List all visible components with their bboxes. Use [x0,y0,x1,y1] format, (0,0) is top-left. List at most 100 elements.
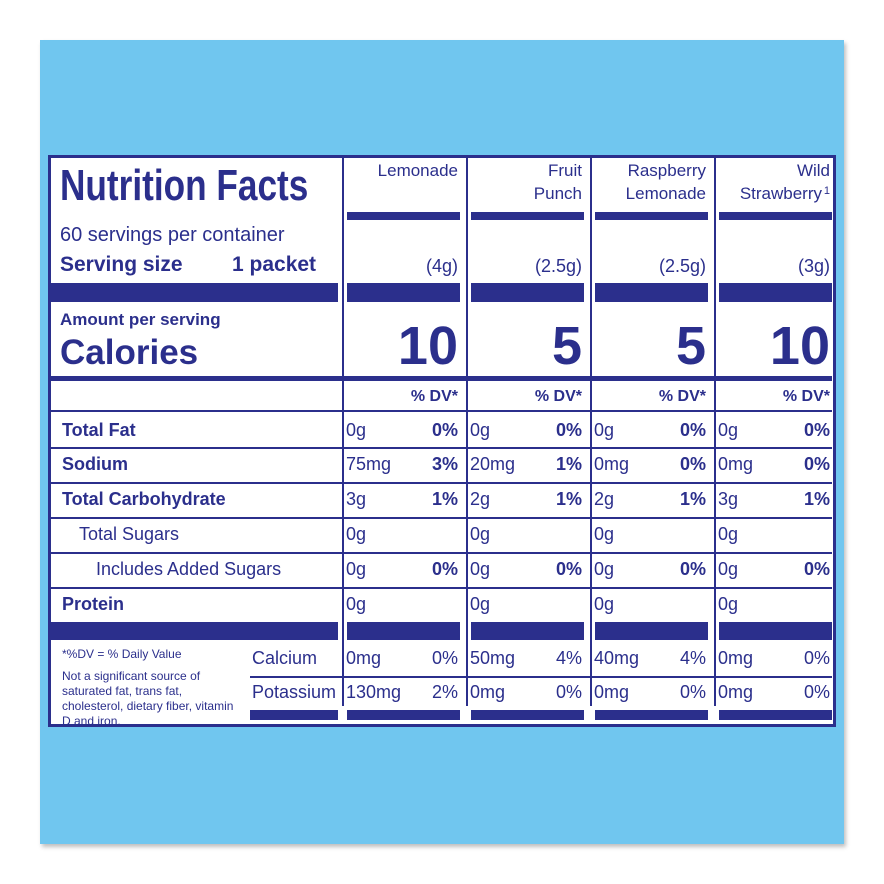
mineral-dv: 0% [431,647,458,668]
nutrient-amount: 0g [718,419,739,440]
footnote: Not a significant source of saturated fa… [62,668,234,728]
nutrient-amount: 0g [470,523,491,544]
mineral-amount: 40mg [594,647,640,668]
label-title: Nutrition Facts [60,160,309,210]
nutrient-amount: 0g [346,593,367,614]
mineral-dv: 0% [803,647,830,668]
nutrient-amount: 0g [594,593,615,614]
nutrient-dv: 0% [803,558,830,579]
header-bar [471,212,584,220]
thick-rule [347,283,460,302]
nutrient-dv: 1% [803,488,830,509]
calories-value: 5 [675,315,706,376]
mineral-amount: 0mg [718,681,754,702]
calories-value: 5 [551,315,582,376]
thin-rule [51,552,832,554]
nutrient-dv: 0% [803,453,830,474]
nutrient-dv: 0% [803,419,830,440]
nutrient-dv: 0% [555,419,582,440]
thick-rule [719,622,832,640]
nutrient-amount: 0g [594,558,615,579]
bottom-rule [719,710,832,720]
nutrient-amount: 0g [470,419,491,440]
thick-rule [471,283,584,302]
nutrient-amount: 0g [718,593,739,614]
thin-rule [51,482,832,484]
mineral-amount: 0mg [718,647,754,668]
bottom-rule [347,710,460,720]
nutrient-dv: 1% [431,488,458,509]
column-divider [466,158,468,706]
serving-size-label: Serving size [60,252,183,276]
calories-value: 10 [397,315,458,376]
calories-value: 10 [769,315,830,376]
column-divider [714,158,716,706]
nutrient-amount: 2g [470,488,491,509]
product-name: Lemonade [377,161,458,181]
mineral-amount: 0mg [470,681,506,702]
calories-label: Calories [60,333,199,373]
amount-per-serving: Amount per serving [60,310,221,330]
thick-rule [719,283,832,302]
mineral-label: Calcium [252,647,318,668]
mineral-dv: 2% [431,681,458,702]
mineral-amount: 50mg [470,647,516,668]
header-bar [347,212,460,220]
thin-rule [51,410,832,412]
nutrient-dv: 0% [679,558,706,579]
footnote: *%DV = % Daily Value [62,646,182,661]
thick-rule [595,283,708,302]
nutrient-amount: 2g [594,488,615,509]
mineral-dv: 0% [803,681,830,702]
dv-header: % DV* [534,388,582,406]
mineral-amount: 0mg [346,647,382,668]
bottom-rule [250,710,338,720]
mineral-amount: 0mg [594,681,630,702]
product-serving-size: (4g) [425,255,458,276]
thick-rule [595,622,708,640]
servings-per-container: 60 servings per container [60,223,285,246]
nutrient-amount: 0g [470,558,491,579]
header-bar [595,212,708,220]
thick-rule [51,283,338,302]
nutrient-amount: 0g [594,523,615,544]
nutrient-label: Protein [62,593,125,614]
mineral-dv: 4% [555,647,582,668]
thin-rule [51,517,832,519]
nutrient-amount: 0g [346,523,367,544]
product-name: Wild [796,161,830,181]
nutrient-amount: 0g [346,558,367,579]
product-serving-size: (2.5g) [658,255,706,276]
mineral-amount: 130mg [346,681,402,702]
product-name: Punch [533,184,582,204]
dv-header: % DV* [782,388,830,406]
nutrient-label: Total Carbohydrate [62,488,226,509]
nutrient-amount: 75mg [346,453,392,474]
product-name: Lemonade [625,184,706,204]
nutrient-amount: 3g [346,488,367,509]
product-serving-size: (3g) [797,255,830,276]
thick-rule [347,622,460,640]
nutrient-label: Includes Added Sugars [96,558,282,579]
nutrient-dv: 0% [555,558,582,579]
product-serving-size: (2.5g) [534,255,582,276]
dv-header: % DV* [410,388,458,406]
column-divider [590,158,592,706]
product-name: Strawberry [739,184,822,204]
mineral-dv: 4% [679,647,706,668]
thin-rule [51,447,832,449]
mineral-dv: 0% [555,681,582,702]
nutrient-dv: 0% [431,558,458,579]
bottom-rule [471,710,584,720]
bottom-rule [595,710,708,720]
thin-rule [51,587,832,589]
nutrient-dv: 3% [431,453,458,474]
thick-rule [51,622,338,640]
thin-rule [250,676,832,678]
nutrient-dv: 1% [679,488,706,509]
medium-rule [51,376,832,381]
column-divider [342,158,344,706]
nutrient-dv: 1% [555,453,582,474]
header-bar [719,212,832,220]
